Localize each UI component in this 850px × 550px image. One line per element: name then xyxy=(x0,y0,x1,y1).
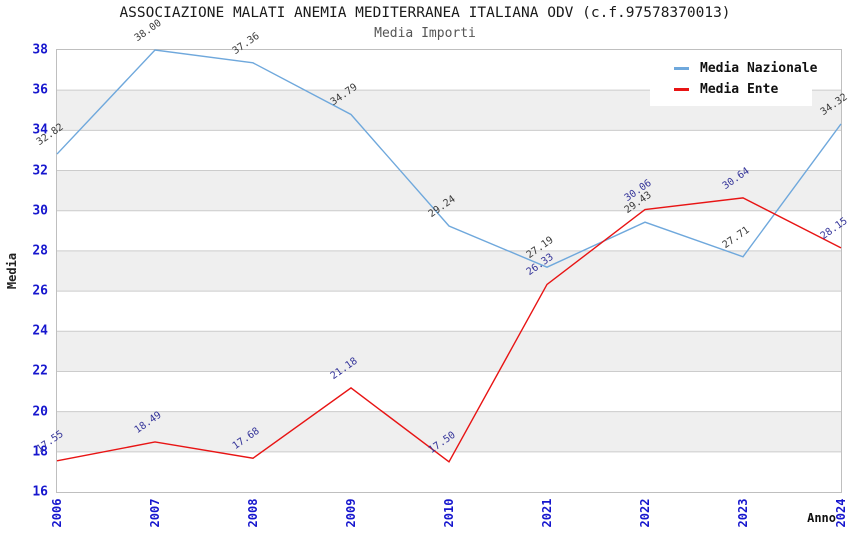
y-tick-label: 26 xyxy=(32,283,48,299)
x-tick-label: 2010 xyxy=(442,498,456,528)
plot-band xyxy=(57,331,841,372)
x-tick-label: 2023 xyxy=(736,498,750,528)
legend-item-media-nazionale: Media Nazionale xyxy=(650,58,817,79)
chart-plot-svg xyxy=(56,49,842,463)
y-tick-label: 22 xyxy=(32,363,48,379)
series-line-0 xyxy=(56,49,842,268)
legend-swatch-red-line-icon xyxy=(674,88,689,91)
y-tick-label: 30 xyxy=(32,203,48,219)
plot-area: 32.82 38.00 37.36 34.79 29.24 27.19 29.43 27.71… xyxy=(35,18,850,493)
y-tick-label: 16 xyxy=(32,484,48,500)
x-tick-label: 2006 xyxy=(50,498,64,528)
legend-swatch-blue-line-icon xyxy=(674,67,689,70)
y-tick-label: 28 xyxy=(32,243,48,259)
x-tick-label: 2022 xyxy=(638,498,652,528)
y-tick-label: 32 xyxy=(32,163,48,179)
legend-label: Media Nazionale xyxy=(700,61,818,76)
x-tick-label: 2008 xyxy=(246,498,260,528)
legend-item-media-ente: Media Ente xyxy=(650,79,812,100)
legend-label: Media Ente xyxy=(700,82,779,97)
legend: Media Nazionale Media Ente xyxy=(650,53,817,106)
x-axis-title: Anno xyxy=(807,511,836,525)
plot-band xyxy=(57,170,841,211)
plot-band xyxy=(57,250,841,292)
y-tick-label: 24 xyxy=(32,323,48,339)
series-line-1 xyxy=(56,197,842,463)
y-tick-label: 18 xyxy=(32,444,48,460)
x-tick-label: 2009 xyxy=(344,498,358,528)
x-tick-label: 2024 xyxy=(834,498,848,528)
y-tick-label: 38 xyxy=(32,42,48,58)
y-tick-label: 20 xyxy=(32,404,48,420)
y-tick-label: 36 xyxy=(32,82,48,98)
chart-title: ASSOCIAZIONE MALATI ANEMIA MEDITERRANEA … xyxy=(119,5,731,21)
y-tick-label: 34 xyxy=(32,122,48,138)
x-tick-label: 2021 xyxy=(540,498,554,528)
plot-band xyxy=(57,411,841,452)
chart-subtitle: Media Importi xyxy=(374,26,476,41)
x-tick-label: 2007 xyxy=(148,498,162,528)
